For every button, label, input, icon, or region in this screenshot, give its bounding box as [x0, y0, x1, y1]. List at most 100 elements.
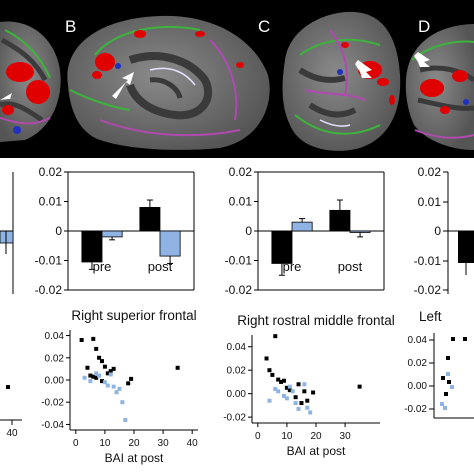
- scatter-point: [102, 364, 107, 369]
- arrow-icon: [112, 72, 134, 99]
- scatter-point: [284, 385, 289, 390]
- scatter-point: [111, 384, 116, 389]
- scatter-point: [100, 359, 104, 364]
- x-tick-label: 0: [255, 431, 261, 442]
- scatter-title: Right rostral middle frontal: [237, 313, 395, 328]
- bar: [329, 209, 351, 232]
- scatter-point: [267, 368, 272, 373]
- x-tick-label: 20: [128, 438, 140, 449]
- x-tick-label: 0: [73, 438, 79, 449]
- brain-panel-c: C: [258, 11, 401, 151]
- group-label: post: [338, 259, 363, 274]
- scatter-plot-2: Right rostral middle frontal 0.04 0.02 0.00…: [223, 313, 395, 458]
- y-tick-label: 0.01: [39, 195, 63, 209]
- scatter-point: [123, 418, 128, 422]
- scatter-point: [302, 382, 307, 387]
- scatter-title: Left: [419, 309, 442, 324]
- scatter-point: [276, 377, 281, 382]
- scatter-point: [91, 374, 96, 379]
- y-tick-label: 0.02: [408, 358, 428, 369]
- partial-scatter-left: 40: [0, 385, 22, 439]
- partial-bar-chart-right: 0.02 0.01 0 -0.01 -0.02: [414, 165, 474, 297]
- y-tick-label: 0.00: [227, 389, 247, 400]
- scatter-point: [267, 398, 272, 403]
- y-tick-label: 0.04: [45, 331, 65, 342]
- bar: [139, 206, 161, 232]
- scatter-plot-1: Right superior frontal 0.04 0.02 0.00 -0.02 -…: [41, 308, 198, 465]
- scatter-point: [108, 369, 113, 374]
- scatter-point: [287, 388, 292, 393]
- scatter-point: [273, 334, 278, 339]
- y-tick-label: 0: [245, 224, 252, 238]
- scatter-point: [284, 396, 289, 401]
- group-label: pre: [93, 259, 112, 274]
- x-tick-label: 30: [158, 438, 170, 449]
- scatter-point: [88, 373, 93, 378]
- bar-chart-2: 0.02 0.01 0 -0.01 -0.02 pre post: [225, 165, 385, 297]
- x-tick-label: 40: [187, 438, 199, 449]
- x-tick-label: 10: [281, 431, 293, 442]
- scatter-point: [357, 384, 362, 389]
- y-tick-label: -0.02: [225, 283, 253, 297]
- scatter-point: [299, 401, 304, 406]
- scatter-point: [105, 371, 110, 376]
- y-tick-label: 0.04: [408, 335, 428, 346]
- scatter-point: [302, 389, 307, 394]
- bar-chart-1: 0.02 0.01 0 -0.01 -0.02 pre post: [35, 165, 195, 297]
- scatter-point: [114, 390, 119, 395]
- scatter-point: [296, 382, 301, 387]
- bar: [159, 230, 181, 257]
- scatter-point: [126, 381, 131, 386]
- group-label: pre: [283, 259, 302, 274]
- y-tick-label: -0.01: [414, 254, 442, 268]
- partial-bar-chart-left: [0, 172, 14, 294]
- y-tick-label: 0.04: [227, 342, 247, 353]
- scatter-point: [282, 394, 286, 399]
- scatter-point: [175, 365, 180, 370]
- y-tick-label: 0.02: [45, 353, 65, 364]
- y-tick-label: 0.01: [229, 195, 253, 209]
- y-tick-label: 0: [55, 224, 62, 238]
- scatter-point: [97, 373, 102, 378]
- brain-panel-a: [0, 21, 61, 142]
- x-tick-label: 10: [99, 438, 111, 449]
- x-axis-label: BAI at post: [105, 451, 164, 465]
- scatter-point: [94, 346, 99, 351]
- scatter-point: [82, 375, 87, 380]
- y-tick-label: 0.02: [418, 165, 442, 179]
- y-tick-label: 0.01: [418, 195, 442, 209]
- scatter-title: Right superior frontal: [71, 308, 196, 323]
- partial-scatter-right: Left 0.04 0.02 0.00 -0.02: [404, 309, 474, 419]
- scatter-point: [120, 400, 125, 405]
- y-tick-label: 0.02: [227, 366, 247, 377]
- scatter-point: [287, 384, 292, 389]
- scatter-point: [91, 336, 96, 341]
- scatter-point: [282, 378, 286, 383]
- x-tick-label: 40: [6, 428, 18, 439]
- y-tick-label: 0: [434, 224, 441, 238]
- y-tick-label: 0.02: [39, 165, 63, 179]
- bar: [101, 230, 123, 238]
- scatter-point: [293, 395, 298, 400]
- bar: [81, 230, 103, 263]
- y-tick-label: -0.02: [404, 404, 427, 415]
- group-label: post: [148, 259, 173, 274]
- y-tick-label: -0.02: [41, 398, 64, 409]
- y-tick-label: -0.02: [223, 413, 246, 424]
- arrow-icon: [414, 52, 430, 67]
- arrow-icon: [355, 60, 372, 78]
- y-tick-label: 0.00: [408, 381, 428, 392]
- scatter-point: [129, 376, 134, 381]
- scatter-point: [100, 379, 104, 384]
- scatter-point: [305, 398, 310, 403]
- scatter-point: [290, 389, 295, 394]
- scatter-point: [293, 401, 298, 406]
- y-tick-label: -0.02: [35, 283, 63, 297]
- scatter-point: [305, 405, 310, 410]
- y-tick-label: 0.02: [229, 165, 253, 179]
- x-axis-label: BAI at post: [287, 444, 346, 458]
- scatter-point: [270, 372, 275, 377]
- scatter-point: [296, 406, 301, 411]
- bar: [349, 230, 371, 233]
